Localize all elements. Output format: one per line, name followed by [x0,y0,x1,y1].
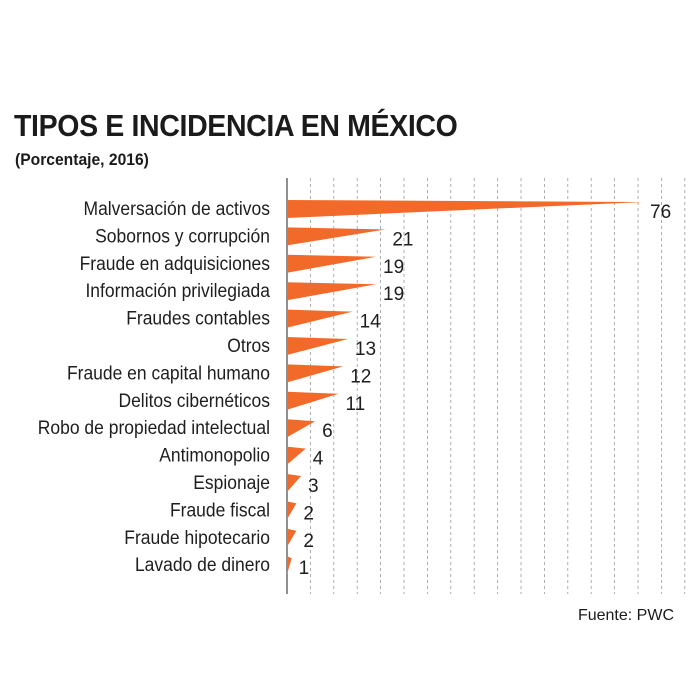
category-label: Lavado de dinero [135,554,270,576]
bar [287,446,306,465]
category-label: Información privilegiada [85,280,270,302]
bar [287,282,376,301]
value-label: 21 [392,229,413,250]
bar [287,364,344,383]
value-label: 19 [383,257,404,278]
bar [287,391,339,410]
bar [287,419,316,438]
value-label: 13 [355,339,376,360]
bars [287,200,643,575]
category-label: Fraude en capital humano [67,362,270,384]
value-label: 11 [346,394,366,415]
value-label: 1 [299,558,310,579]
bar [287,337,348,355]
category-label: Fraude hipotecario [124,526,270,548]
category-label: Robo de propiedad intelectual [38,417,270,439]
source-prefix: Fuente: [577,607,633,624]
category-label: Malversación de activos [84,197,270,219]
value-label: 14 [360,312,382,333]
category-label: Sobornos y corrupción [95,225,270,247]
bar [287,556,292,575]
value-label: 6 [322,421,333,442]
bar [287,528,297,547]
bar [287,227,386,246]
bar [287,200,643,218]
category-labels: Malversación de activos Sobornos y corrup… [38,197,271,575]
chart-subtitle: (Porcentaje, 2016) [15,150,149,169]
value-label: 19 [383,284,404,305]
category-label: Delitos cibernéticos [118,389,270,411]
category-label: Otros [227,334,270,356]
category-label: Fraude fiscal [170,499,270,521]
value-label: 2 [303,531,314,552]
category-label: Espionaje [193,471,270,493]
value-label: 76 [650,202,671,223]
bar [287,309,353,328]
bar [287,474,302,492]
category-label: Antimonopolio [159,444,270,466]
category-label: Fraudes contables [126,307,270,329]
bar [287,501,297,520]
source-note: Fuente: PWC [578,607,674,625]
value-label: 4 [313,449,324,470]
value-label: 3 [308,476,319,497]
value-label: 12 [350,366,371,387]
source-name: PWC [636,607,674,624]
bar [287,254,376,273]
value-label: 2 [303,503,314,524]
category-label: Fraude en adquisiciones [80,252,270,274]
chart-title: TIPOS E INCIDENCIA EN MÉXICO [14,108,458,143]
